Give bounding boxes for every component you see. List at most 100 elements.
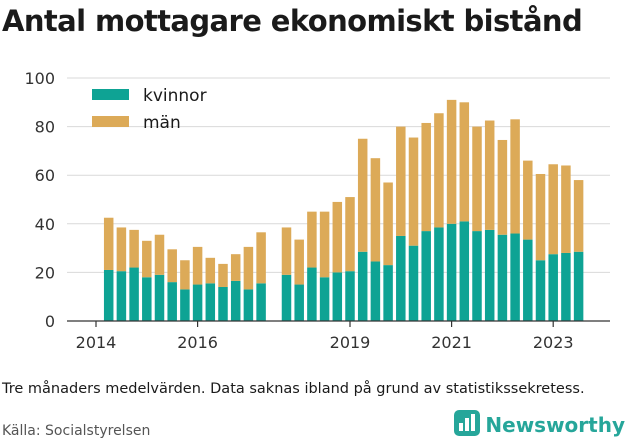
bar-kvinnor <box>167 282 177 321</box>
bar-kvinnor <box>129 267 139 321</box>
bar-kvinnor <box>523 239 533 321</box>
bar-man <box>573 180 584 252</box>
bar-man <box>561 165 571 253</box>
bar-man <box>281 227 292 275</box>
x-tick-label: 2016 <box>177 333 218 352</box>
bar-man <box>230 254 241 281</box>
chart-caption: Tre månaders medelvärden. Data saknas ib… <box>2 381 585 397</box>
bar-kvinnor <box>345 271 355 321</box>
bar-man <box>548 164 558 255</box>
y-tick-label: 100 <box>24 69 55 88</box>
bar-man <box>192 246 203 285</box>
y-tick-label: 40 <box>35 215 55 234</box>
bar-kvinnor <box>472 231 482 321</box>
legend-swatch-man <box>92 116 129 127</box>
bar-man <box>243 246 254 290</box>
bar-man <box>434 113 444 228</box>
bar-kvinnor <box>180 289 190 321</box>
bar-man <box>218 263 228 287</box>
y-tick-label: 60 <box>35 166 55 185</box>
bar-kvinnor <box>421 231 431 321</box>
bar-kvinnor <box>548 254 558 321</box>
bar-kvinnor <box>561 252 571 321</box>
bar-chart-logo-icon <box>454 410 481 440</box>
bar-kvinnor <box>370 261 381 321</box>
bar-man <box>319 211 330 278</box>
bar-man <box>421 122 431 232</box>
newsworthy-brand: Newsworthy <box>454 410 625 440</box>
bar-kvinnor <box>154 274 165 321</box>
bar-kvinnor <box>192 284 203 321</box>
bar-man <box>205 257 216 284</box>
bar-kvinnor <box>510 233 520 321</box>
bar-man <box>472 126 482 232</box>
bar-kvinnor <box>434 227 444 321</box>
bar-man <box>256 232 266 284</box>
bar-man <box>396 126 406 236</box>
x-tick-label: 2021 <box>431 333 472 352</box>
bar-man <box>294 239 304 285</box>
bar-kvinnor <box>357 251 368 321</box>
bar-kvinnor <box>307 267 317 321</box>
y-axis-tick-labels: 0 20 40 60 80 100 <box>24 69 55 331</box>
x-tick-label: 2019 <box>330 333 371 352</box>
bar-kvinnor <box>408 245 419 321</box>
bar-kvinnor <box>396 235 406 321</box>
bar-man <box>307 211 317 268</box>
bar-kvinnor <box>319 277 330 321</box>
bar-man <box>497 139 508 235</box>
bar-kvinnor <box>230 280 241 321</box>
bar-kvinnor <box>459 221 470 321</box>
source-note: Källa: Socialstyrelsen <box>2 423 151 439</box>
bar-kvinnor <box>535 260 546 321</box>
bar-kvinnor <box>446 223 457 321</box>
x-tick-label: 2023 <box>533 333 574 352</box>
x-axis: 2014 2016 2019 2021 2023 <box>67 320 610 352</box>
bar-kvinnor <box>497 234 508 321</box>
bar-man <box>129 229 139 268</box>
bar-man <box>408 137 419 246</box>
bar-man <box>180 260 190 290</box>
bar-kvinnor <box>142 277 152 321</box>
bar-man <box>345 197 355 272</box>
chart-title: Antal mottagare ekonomiskt bistånd <box>2 4 583 38</box>
bar-kvinnor <box>332 272 343 321</box>
bar-man <box>370 158 381 262</box>
bar-kvinnor <box>205 283 216 321</box>
legend-swatch-kvinnor <box>92 89 129 100</box>
x-tick-label: 2014 <box>76 333 117 352</box>
bar-kvinnor <box>116 271 127 321</box>
bar-kvinnor <box>281 274 292 321</box>
bar-man <box>459 102 470 222</box>
bar-man <box>154 234 165 275</box>
bar-man <box>167 249 177 283</box>
y-tick-label: 80 <box>35 118 55 137</box>
bar-kvinnor <box>484 229 495 321</box>
bars <box>103 99 584 321</box>
bar-man <box>383 182 393 266</box>
bar-kvinnor <box>383 265 393 321</box>
y-tick-label: 0 <box>45 312 55 331</box>
bar-kvinnor <box>294 284 304 321</box>
bar-man <box>535 173 546 261</box>
bar-kvinnor <box>256 283 266 321</box>
bar-man <box>484 120 495 230</box>
bar-man <box>103 217 114 270</box>
bar-kvinnor <box>573 251 584 321</box>
bar-man <box>332 201 343 273</box>
bar-kvinnor <box>218 286 228 321</box>
bar-man <box>510 119 520 234</box>
y-tick-label: 20 <box>35 263 55 282</box>
brand-name: Newsworthy <box>485 413 625 437</box>
legend-label-man: män <box>143 113 181 133</box>
bar-man <box>523 160 533 240</box>
bar-man <box>142 240 152 278</box>
bar-kvinnor <box>243 289 254 321</box>
bar-man <box>446 99 457 224</box>
legend-label-kvinnor: kvinnor <box>143 86 207 106</box>
bar-man <box>116 227 127 272</box>
legend: kvinnor män <box>92 86 207 133</box>
bar-kvinnor <box>103 269 114 321</box>
bar-man <box>357 138 368 252</box>
